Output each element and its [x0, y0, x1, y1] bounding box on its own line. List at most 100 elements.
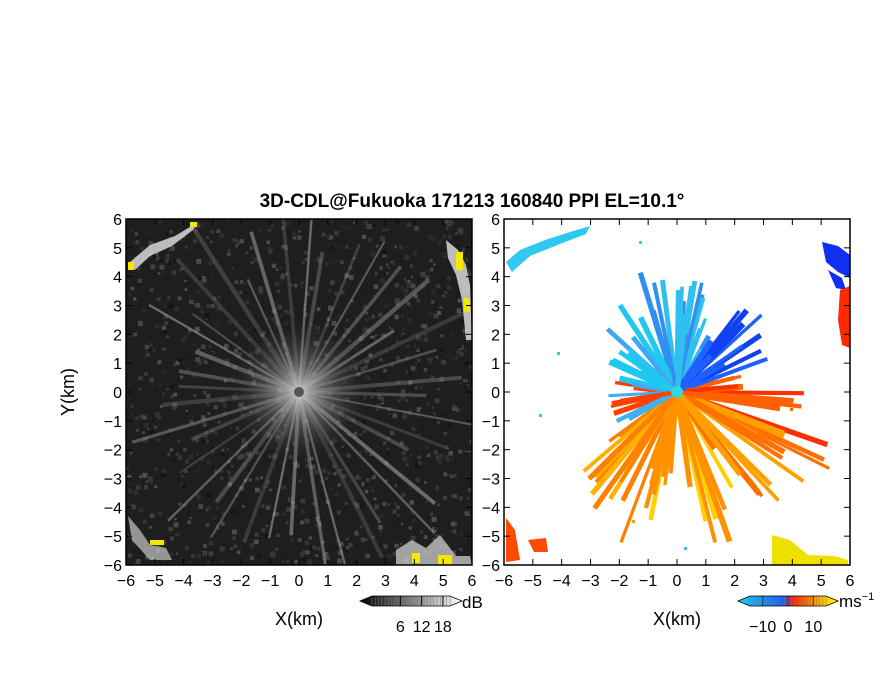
noise-cell: [384, 479, 388, 483]
y-tick-label: 5: [491, 241, 500, 258]
noise-cell: [202, 440, 206, 444]
noise-cell: [460, 319, 466, 325]
noise-cell: [126, 399, 129, 402]
noise-cell: [164, 321, 168, 325]
noise-cell: [456, 349, 461, 355]
noise-cell: [436, 458, 442, 464]
noise-cell: [177, 296, 182, 301]
x-tick-label: −2: [232, 573, 250, 590]
noise-cell: [256, 554, 262, 560]
noise-cell: [411, 427, 416, 431]
noise-cell: [155, 252, 159, 256]
noise-cell: [441, 533, 445, 537]
noise-cell: [381, 336, 386, 340]
noise-cell: [133, 490, 139, 495]
noise-cell: [349, 265, 353, 270]
noise-cell: [415, 459, 420, 465]
noise-cell: [181, 534, 184, 537]
noise-cell: [318, 517, 322, 521]
noise-cell: [365, 311, 369, 315]
noise-cell: [228, 249, 231, 252]
noise-cell: [186, 367, 191, 372]
noise-cell: [142, 480, 145, 484]
noise-cell: [139, 246, 144, 251]
noise-cell: [450, 458, 454, 461]
noise-cell: [230, 465, 234, 468]
noise-cell: [272, 512, 277, 517]
noise-cell: [396, 379, 401, 384]
y-tick-label: −5: [482, 529, 500, 546]
noise-cell: [450, 522, 455, 527]
noise-cell: [344, 245, 349, 249]
noise-cell: [253, 257, 259, 262]
noise-cell: [219, 549, 222, 552]
noise-cell: [163, 314, 169, 319]
noise-cell: [415, 335, 421, 341]
noise-cell: [458, 409, 462, 414]
noise-cell: [376, 529, 379, 532]
noise-cell: [365, 529, 369, 533]
noise-cell: [216, 354, 219, 358]
noise-cell: [287, 497, 292, 501]
x-tick-label: 3: [759, 573, 768, 590]
noise-cell: [135, 416, 139, 420]
noise-cell: [210, 429, 214, 433]
noise-cell: [459, 231, 463, 235]
noise-cell: [271, 301, 277, 307]
noise-cell: [213, 405, 218, 410]
noise-cell: [287, 562, 293, 565]
noise-cell: [321, 232, 326, 237]
noise-cell: [360, 537, 366, 542]
noise-cell: [254, 532, 259, 537]
noise-cell: [419, 542, 424, 546]
noise-cell: [466, 383, 470, 387]
y-tick-label: 4: [491, 270, 500, 287]
noise-cell: [293, 509, 298, 514]
noise-cell: [170, 384, 175, 389]
noise-cell: [284, 310, 287, 313]
noise-cell: [225, 543, 229, 546]
x-tick-label: 2: [730, 573, 739, 590]
noise-cell: [382, 229, 385, 232]
y-tick-label: −5: [104, 529, 122, 546]
noise-cell: [250, 260, 254, 264]
right-edge-echoes: [506, 226, 850, 565]
noise-cell: [364, 489, 369, 494]
noise-cell: [142, 519, 147, 524]
noise-cell: [355, 538, 360, 543]
noise-cell: [180, 270, 184, 274]
noise-cell: [371, 315, 375, 319]
noise-cell: [335, 538, 340, 543]
noise-cell: [127, 474, 132, 479]
noise-cell: [333, 516, 339, 522]
noise-cell: [367, 548, 370, 552]
noise-cell: [368, 317, 372, 321]
noise-cell: [282, 513, 285, 516]
noise-cell: [305, 291, 310, 296]
noise-cell: [159, 258, 163, 263]
noise-cell: [361, 484, 364, 487]
noise-cell: [316, 255, 322, 261]
noise-cell: [163, 233, 166, 237]
noise-cell: [204, 360, 208, 364]
noise-cell: [314, 522, 319, 528]
y-tick-label: 3: [113, 299, 122, 316]
noise-cell: [446, 226, 452, 231]
noise-cell: [411, 383, 417, 388]
noise-cell: [430, 288, 436, 294]
noise-cell: [233, 544, 237, 548]
noise-cell: [165, 298, 169, 302]
noise-cell: [355, 502, 360, 508]
noise-cell: [359, 525, 363, 529]
noise-cell: [375, 272, 378, 275]
noise-cell: [406, 283, 412, 289]
noise-cell: [397, 514, 400, 517]
noise-cell: [290, 537, 294, 542]
noise-cell: [452, 473, 457, 478]
noise-cell: [145, 479, 149, 484]
noise-cell: [215, 524, 218, 528]
noise-cell: [401, 493, 406, 498]
noise-cell: [129, 404, 134, 408]
noise-cell: [403, 410, 408, 416]
noise-cell: [241, 505, 245, 508]
